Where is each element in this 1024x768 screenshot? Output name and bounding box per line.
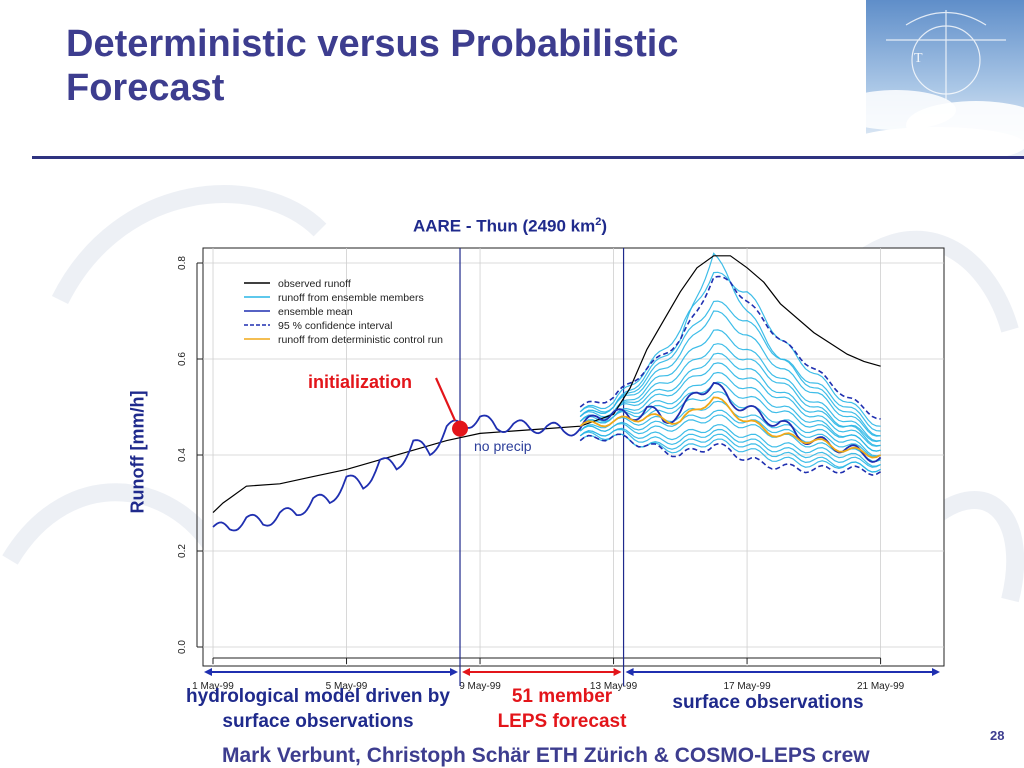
x-tick-label: 21 May-99	[857, 681, 905, 692]
initialization-label: initialization	[308, 372, 413, 392]
legend-label: runoff from deterministic control run	[278, 334, 443, 346]
chart-title-text: AARE - Thun (2490 km	[412, 216, 596, 236]
forecast-period-line1: 51 member	[511, 686, 613, 707]
ensemble-member-line	[579, 310, 881, 437]
chart-title: AARE - Thun (2490 km2)	[300, 216, 720, 237]
observation-period-label: surface observations	[672, 692, 864, 713]
control-run-line	[579, 396, 882, 459]
hindcast-period-arrow-head-right	[450, 668, 459, 676]
chart-title-suffix: )	[601, 216, 608, 236]
sky-logo-image: T H	[866, 0, 1024, 157]
x-tick-label: 5 May-99	[326, 681, 368, 692]
y-tick-label: 0.0	[177, 640, 188, 654]
x-tick-label: 1 May-99	[192, 681, 234, 692]
legend-label: ensemble mean	[278, 306, 353, 318]
chart-title-superscript: 2	[595, 216, 602, 228]
ensemble-member-line	[579, 424, 881, 467]
confidence-lower-line	[579, 433, 881, 476]
legend-label: 95 % confidence interval	[278, 320, 392, 332]
svg-text:H: H	[996, 139, 1005, 153]
ensemble-member-line	[579, 329, 881, 442]
legend-label: runoff from ensemble members	[278, 292, 424, 304]
ensemble-member-line	[579, 352, 881, 447]
y-tick-label: 0.4	[177, 448, 188, 462]
hindcast-period-label: hydrological model driven by surface obs…	[186, 686, 450, 732]
confidence-upper-line	[579, 275, 881, 420]
y-axis-label-text: Runoff [mm/h]	[127, 390, 148, 514]
ensemble-member-line	[579, 371, 881, 452]
svg-text:T: T	[914, 51, 923, 66]
ensemble-member-line	[579, 343, 881, 443]
observed-runoff-line	[212, 255, 881, 514]
runoff-chart: 0.0 0.2 0.4 0.6 0.8 1 May-99 5 May-99 9 May-99 1…	[177, 247, 945, 692]
no-precip-label: no precip	[474, 438, 532, 454]
ensemble-member-line	[579, 414, 881, 462]
legend-label: observed runoff	[278, 278, 351, 290]
observation-period-arrow-head-left	[625, 668, 634, 676]
credit-line: Mark Verbunt, Christoph Schär ETH Zürich…	[222, 744, 870, 767]
observation-period-arrow-head-right	[932, 668, 940, 676]
page-number: 28	[990, 728, 1005, 743]
y-tick-label: 0.2	[177, 544, 188, 558]
ensemble-member-line	[579, 362, 881, 447]
slide-title: Deterministic versus Probabilistic Forec…	[66, 23, 679, 109]
y-tick-label: 0.8	[177, 256, 188, 270]
x-tick-label: 17 May-99	[723, 681, 771, 692]
ensemble-member-line	[579, 381, 881, 452]
y-tick-label: 0.6	[177, 352, 188, 366]
ensemble-member-line	[579, 428, 881, 468]
forecast-period-line2: LEPS forecast	[497, 711, 627, 732]
forecast-period-arrow-head-left	[462, 668, 471, 676]
forecast-period-arrow-head-right	[613, 668, 622, 676]
initialization-arrow	[434, 377, 457, 422]
hindcast-period-arrow-head-left	[204, 668, 212, 676]
forecast-period-label: 51 member LEPS forecast	[478, 684, 646, 734]
x-tick-label: 9 May-99	[459, 681, 501, 692]
ensemble-mean-line	[212, 382, 882, 532]
initialization-marker	[452, 420, 469, 437]
x-tick-label: 13 May-99	[590, 681, 638, 692]
ensemble-member-line	[579, 300, 881, 437]
title-divider	[32, 156, 1024, 159]
